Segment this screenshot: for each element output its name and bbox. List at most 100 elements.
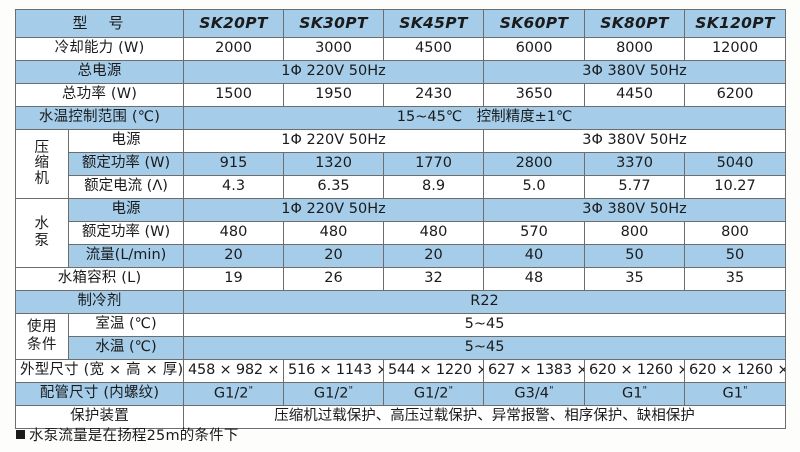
main-power-three-phase: 3Φ 380V 50Hz — [483, 60, 787, 84]
row-room-temp: 使用 条件 室温 (℃) 5~45 — [15, 313, 787, 360]
group-label-water-pump: 水 泵 — [15, 198, 69, 268]
row-tank-capacity: 水箱容积 (L) 19 26 32 48 35 35 — [14, 267, 787, 291]
compressor-rated-current-0: 4.3 — [183, 175, 285, 199]
water-pump-rated-power-3: 570 — [483, 221, 586, 245]
dimensions-3: 627 × 1383 × 674 — [483, 359, 586, 383]
group-label-usage-conditions-line-0: 使用 — [27, 319, 57, 336]
water-pump-flow-rate-0: 20 — [183, 244, 285, 268]
group-label-usage-conditions: 使用 条件 — [15, 313, 69, 360]
pipe-size-value-1: G1/2 — [313, 385, 349, 402]
compressor-rated-power-3: 2800 — [483, 152, 586, 176]
tank-capacity-2: 32 — [383, 267, 485, 291]
tank-capacity-0: 19 — [183, 267, 285, 291]
row-refrigerant: 制冷剂 R22 — [14, 290, 787, 314]
label-water-temp: 水温 (℃) — [67, 336, 185, 360]
compressor-power-three-phase: 3Φ 380V 50Hz — [483, 129, 787, 153]
label-refrigerant: 制冷剂 — [14, 290, 185, 314]
label-water-temp-range: 水温控制范围 (℃) — [14, 106, 185, 130]
table-header-row: 型 号 SK20PT SK30PT SK45PT SK60PT SK80PT S… — [14, 9, 787, 38]
water-pump-flow-rate-2: 20 — [383, 244, 485, 268]
compressor-rated-current-2: 8.9 — [383, 175, 485, 199]
total-power-5: 6200 — [684, 83, 787, 107]
pipe-size-unit-1: " — [348, 385, 354, 397]
row-main-power: 总电源 1Φ 220V 50Hz 3Φ 380V 50Hz — [14, 60, 787, 84]
label-water-pump-rated-power: 额定功率 (W) — [67, 221, 185, 245]
cooling-capacity-0: 2000 — [183, 37, 285, 61]
row-cooling-capacity: 冷却能力 (W) 2000 3000 4500 6000 8000 12000 — [14, 37, 787, 61]
group-label-water-pump-char-0: 水 — [34, 215, 50, 232]
compressor-rated-power-5: 5040 — [684, 152, 787, 176]
total-power-2: 2430 — [383, 83, 485, 107]
row-compressor-rated-current: 额定电流 (Λ) 4.3 6.35 8.9 5.0 5.77 10.27 — [16, 175, 787, 199]
pipe-size-5: G1" — [684, 382, 787, 406]
label-tank-capacity: 水箱容积 (L) — [14, 267, 185, 291]
row-compressor-power-source: 压 缩 机 电源 1Φ 220V 50Hz 3Φ 380V 50Hz — [15, 129, 787, 199]
dimensions-4: 620 × 1260 × 1160 — [584, 359, 686, 383]
water-pump-rated-power-4: 800 — [584, 221, 686, 245]
water-pump-power-single-phase: 1Φ 220V 50Hz — [183, 198, 485, 222]
water-temp-range-value: 15~45℃ 控制精度±1℃ — [183, 106, 787, 130]
room-temp-value: 5~45 — [183, 313, 787, 337]
pipe-size-unit-4: " — [642, 385, 648, 397]
row-water-pump-rated-power: 额定功率 (W) 480 480 480 570 800 800 — [16, 221, 787, 245]
row-water-temp: 水温 (℃) 5~45 — [16, 336, 787, 360]
label-main-power: 总电源 — [14, 60, 185, 84]
water-pump-flow-rate-5: 50 — [684, 244, 787, 268]
dimensions-5: 620 × 1260 × 1160 — [684, 359, 787, 383]
group-label-compressor: 压 缩 机 — [15, 129, 69, 199]
header-label-model: 型 号 — [14, 9, 185, 38]
pipe-size-3: G3/4" — [483, 382, 586, 406]
label-pipe-size: 配管尺寸 (内螺纹) — [14, 382, 185, 406]
tank-capacity-4: 35 — [584, 267, 686, 291]
main-power-single-phase: 1Φ 220V 50Hz — [183, 60, 485, 84]
pipe-size-value-3: G3/4 — [514, 385, 549, 402]
label-compressor-rated-power: 额定功率 (W) — [67, 152, 185, 176]
water-pump-flow-rate-1: 20 — [283, 244, 385, 268]
compressor-rated-current-3: 5.0 — [483, 175, 586, 199]
row-water-pump-flow-rate: 流量(L/min) 20 20 20 40 50 50 — [16, 244, 787, 268]
total-power-3: 3650 — [483, 83, 586, 107]
header-model-4: SK80PT — [584, 9, 686, 38]
water-temp-value: 5~45 — [183, 336, 787, 360]
row-dimensions: 外型尺寸 (宽 × 高 × 厚) 458 × 982 × 524 516 × 1… — [14, 359, 787, 383]
pipe-size-0: G1/2" — [183, 382, 285, 406]
label-total-power: 总功率 (W) — [14, 83, 185, 107]
row-protection: 保护装置 压缩机过载保护、高压过载保护、异常报警、相序保护、缺相保护 — [14, 405, 787, 429]
cooling-capacity-3: 6000 — [483, 37, 586, 61]
pipe-size-value-4: G1 — [621, 385, 643, 402]
refrigerant-value: R22 — [183, 290, 787, 314]
label-protection: 保护装置 — [14, 405, 185, 429]
total-power-4: 4450 — [584, 83, 686, 107]
row-total-power: 总功率 (W) 1500 1950 2430 3650 4450 6200 — [14, 83, 787, 107]
header-model-2: SK45PT — [383, 9, 485, 38]
water-pump-power-three-phase: 3Φ 380V 50Hz — [483, 198, 787, 222]
compressor-rated-power-0: 915 — [183, 152, 285, 176]
compressor-rated-current-4: 5.77 — [584, 175, 686, 199]
protection-value: 压缩机过载保护、高压过载保护、异常报警、相序保护、缺相保护 — [183, 405, 787, 429]
compressor-power-single-phase: 1Φ 220V 50Hz — [183, 129, 485, 153]
pipe-size-unit-3: " — [549, 385, 554, 397]
dimensions-1: 516 × 1143 × 563 — [283, 359, 385, 383]
label-water-pump-flow-rate: 流量(L/min) — [67, 244, 185, 268]
pipe-size-unit-0: " — [248, 385, 254, 397]
tank-capacity-3: 48 — [483, 267, 586, 291]
row-water-temp-range: 水温控制范围 (℃) 15~45℃ 控制精度±1℃ — [14, 106, 787, 130]
dimensions-0: 458 × 982 × 524 — [183, 359, 285, 383]
footnote-text: 水泵流量是在扬程25m的条件下 — [29, 428, 239, 444]
pipe-size-4: G1" — [584, 382, 686, 406]
row-water-pump-power-source: 水 泵 电源 1Φ 220V 50Hz 3Φ 380V 50Hz — [15, 198, 787, 268]
compressor-rated-power-2: 1770 — [383, 152, 485, 176]
bullet-square-icon — [16, 430, 25, 439]
pipe-size-2: G1/2" — [383, 382, 485, 406]
header-model-1: SK30PT — [283, 9, 385, 38]
pipe-size-value-5: G1 — [722, 385, 743, 402]
row-pipe-size: 配管尺寸 (内螺纹) G1/2" G1/2" G1/2" G3/4" G1" G… — [14, 382, 787, 406]
pipe-size-unit-2: " — [448, 385, 454, 397]
compressor-rated-power-4: 3370 — [584, 152, 686, 176]
footnote: 水泵流量是在扬程25m的条件下 — [16, 424, 239, 445]
pipe-size-1: G1/2" — [283, 382, 385, 406]
group-label-usage-conditions-line-1: 条件 — [27, 336, 57, 353]
water-pump-rated-power-2: 480 — [383, 221, 485, 245]
water-pump-rated-power-0: 480 — [183, 221, 285, 245]
